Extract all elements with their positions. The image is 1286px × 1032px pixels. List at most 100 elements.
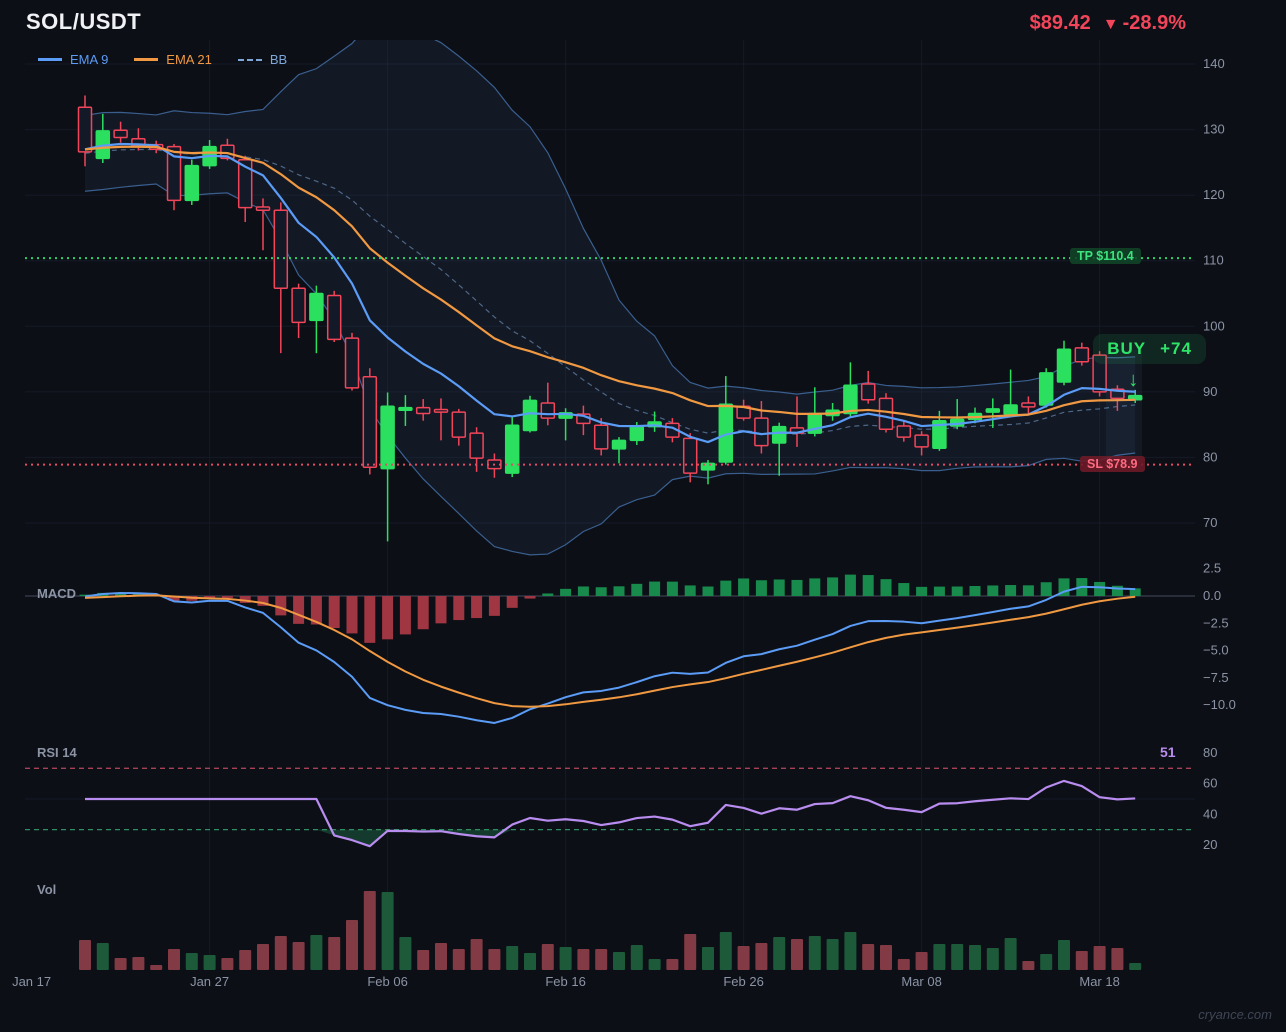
candle: [522, 399, 538, 432]
candle: [771, 425, 787, 444]
rsi-line: [85, 779, 1136, 848]
volume-bar: [292, 942, 305, 970]
macd-tick-label: −7.5: [1203, 670, 1229, 685]
price-tick-label: 70: [1203, 515, 1217, 530]
candle: [843, 384, 858, 415]
volume-bar: [666, 959, 679, 970]
buy-signal-score: +74: [1160, 338, 1192, 358]
volume-bar: [1040, 954, 1053, 970]
macd-histogram-bar: [577, 586, 589, 596]
macd-histogram-bar: [204, 596, 216, 599]
volume-bar: [719, 932, 732, 970]
macd-histogram-bar: [328, 596, 340, 629]
volume-bar: [969, 945, 981, 970]
candle: [362, 376, 378, 469]
volume-bar: [880, 945, 892, 970]
volume-bar: [524, 953, 536, 970]
volume-bar: [470, 939, 483, 970]
volume-bar: [274, 936, 287, 970]
volume-bar: [168, 949, 180, 970]
rsi-oversold-fill: [85, 829, 1136, 847]
volume-bar: [755, 943, 768, 970]
candle: [611, 439, 627, 450]
ema21-line: [84, 145, 1136, 419]
volume-bar: [1058, 940, 1070, 970]
macd-histogram-bar: [738, 578, 750, 596]
volume-bar: [239, 950, 252, 970]
rsi-tick-label: 60: [1203, 776, 1217, 791]
macd-histogram-bar: [809, 578, 821, 596]
volume-bar: [488, 949, 501, 970]
price-tick-label: 130: [1203, 122, 1225, 137]
macd-pane-label: MACD: [37, 586, 76, 601]
legend-item-ema9[interactable]: EMA 9: [38, 52, 108, 67]
volume-bar: [791, 939, 803, 970]
price-ticker: $89.42 ▼ -28.9%: [1030, 12, 1186, 35]
candle: [469, 432, 484, 459]
buy-arrow-icon: ↓: [1128, 368, 1139, 391]
macd-histogram-bar: [1022, 585, 1034, 596]
candle: [344, 337, 360, 389]
legend-item-ema21[interactable]: EMA 21: [134, 52, 212, 67]
volume-bar: [114, 958, 127, 970]
date-tick-label: Jan 17: [12, 974, 51, 989]
volume-bar: [399, 937, 412, 970]
bb-upper-band: [84, 40, 1136, 395]
change-percent: -28.9%: [1122, 12, 1186, 34]
bb-line-swatch: [237, 58, 262, 61]
volume-pane: [79, 891, 1142, 970]
candle: [326, 294, 342, 341]
candle: [255, 206, 271, 211]
macd-histogram-bar: [773, 579, 785, 596]
candle: [77, 106, 93, 153]
macd-histogram-bar: [221, 596, 233, 599]
volume-bar: [933, 944, 946, 970]
macd-histogram-bar: [310, 596, 322, 625]
buy-signal-badge[interactable]: BUY +74: [1093, 333, 1206, 364]
macd-histogram-bar: [1094, 581, 1106, 596]
legend-label-bb: BB: [269, 52, 288, 67]
legend-label-ema9: EMA 9: [70, 52, 109, 67]
macd-histogram-bar: [364, 596, 376, 643]
price-tick-label: 140: [1203, 56, 1225, 71]
volume-bar: [1129, 963, 1142, 970]
rsi-pane-label: RSI 14: [37, 745, 77, 760]
volume-bar: [844, 932, 857, 970]
macd-pane: [25, 574, 1195, 724]
date-tick-label: Feb 26: [723, 974, 763, 989]
volume-bar: [577, 949, 590, 970]
macd-histogram-bar: [115, 592, 127, 596]
macd-histogram-bar: [168, 596, 180, 601]
candle: [291, 287, 306, 324]
macd-histogram-bar: [844, 574, 856, 596]
volume-bar: [435, 943, 447, 970]
candle: [932, 419, 947, 449]
volume-bar: [684, 934, 697, 970]
candle: [113, 129, 128, 139]
candle: [682, 437, 698, 474]
indicator-legend: EMA 9 EMA 21 BB: [38, 52, 287, 67]
macd-histogram-bar: [631, 583, 643, 596]
volume-bar: [559, 947, 572, 970]
rsi-pane: [25, 767, 1195, 848]
volume-pane-label: Vol: [37, 882, 57, 897]
date-tick-label: Feb 06: [367, 974, 407, 989]
macd-histogram-bar: [471, 596, 483, 619]
macd-histogram-bar: [275, 596, 287, 616]
candle: [914, 434, 929, 448]
macd-histogram-bar: [79, 594, 91, 596]
rsi-tick-label: 40: [1203, 806, 1217, 821]
volume-bar: [951, 944, 964, 970]
take-profit-label: TP $110.4: [1070, 248, 1141, 265]
macd-line: [84, 585, 1136, 724]
volume-bar: [310, 935, 323, 970]
volume-bar: [808, 936, 821, 970]
macd-histogram-bar: [506, 596, 518, 608]
legend-item-bb[interactable]: BB: [237, 52, 288, 67]
volume-bar: [613, 952, 625, 970]
volume-bar: [452, 949, 465, 970]
volume-bar: [150, 965, 163, 970]
volume-bar: [1075, 951, 1088, 970]
